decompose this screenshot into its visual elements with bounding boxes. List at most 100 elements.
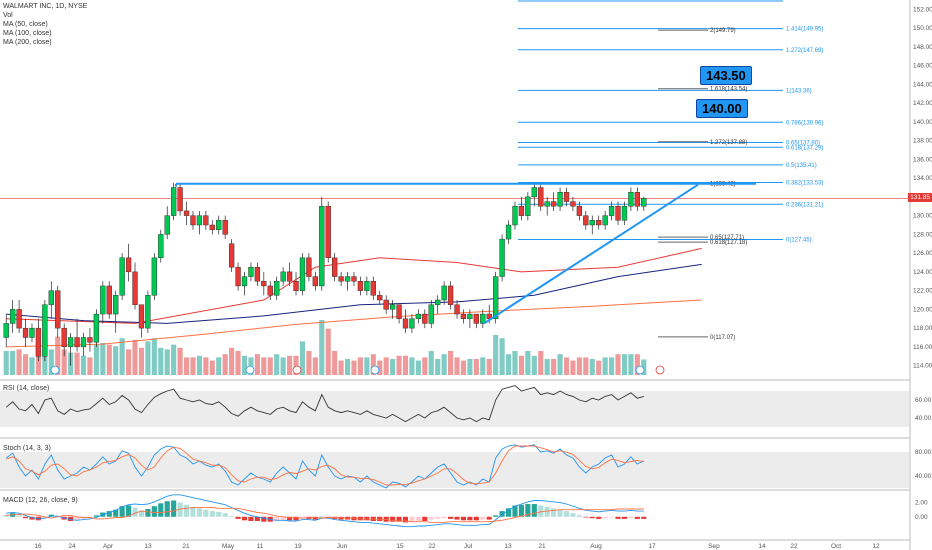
macd-histogram-bar <box>557 509 563 517</box>
price-callout-14000: 140.00 <box>696 99 748 118</box>
volume-bar <box>505 354 512 375</box>
candle-body <box>55 290 61 329</box>
volume-bar <box>132 339 138 375</box>
macd-histogram-bar <box>493 515 499 517</box>
indicator-ma50: MA (50, close) <box>3 21 48 28</box>
candle-body <box>370 281 376 296</box>
volume-bar <box>460 360 467 375</box>
time-tick: 19 <box>294 543 302 550</box>
macd-histogram-bar <box>248 516 254 522</box>
volume-bar <box>383 357 389 375</box>
candle-body <box>325 206 331 259</box>
volume-bar <box>332 351 338 375</box>
volume-bar <box>325 328 331 375</box>
fib-label-left: 0.618(127.18) <box>710 240 747 246</box>
volume-bar <box>480 357 486 375</box>
macd-histogram-bar <box>563 511 570 517</box>
time-tick: Oct <box>831 543 841 550</box>
candle-body <box>80 337 87 348</box>
volume-bar <box>10 351 16 375</box>
candle-body <box>312 276 318 287</box>
candle-body <box>100 285 106 315</box>
candle-body <box>531 187 537 198</box>
candle-body <box>596 220 602 226</box>
volume-bar <box>183 357 190 375</box>
volume-bar <box>499 338 505 375</box>
candle-body <box>505 224 512 240</box>
candle-body <box>22 327 29 338</box>
candle-body <box>467 313 473 319</box>
candle-body <box>235 266 241 287</box>
macd-histogram-bar <box>132 507 138 517</box>
volume-bar <box>538 351 544 375</box>
time-tick: 21 <box>182 543 190 550</box>
volume-bar <box>448 351 454 375</box>
price-tick: 134.00 <box>913 175 932 182</box>
current-price-tag: 131.85 <box>908 193 932 203</box>
volume-bar <box>615 354 621 375</box>
time-tick: Apr <box>103 543 114 550</box>
volume-bar <box>61 349 67 375</box>
volume-bar <box>344 359 351 375</box>
time-tick: Sep <box>708 543 720 550</box>
volume-bar <box>473 359 479 375</box>
rsi-axis-tick: 60.00 <box>915 397 932 404</box>
candle-body <box>357 281 364 291</box>
volume-bar <box>312 357 318 375</box>
time-tick: Jul <box>464 543 473 550</box>
time-tick: 24 <box>68 543 76 550</box>
volume-bar <box>583 357 589 375</box>
macd-histogram-bar <box>171 500 177 517</box>
time-tick: 13 <box>504 543 512 550</box>
fib-label-left: 2(149.79) <box>710 28 736 34</box>
volume-bar <box>93 344 99 375</box>
candle-body <box>518 206 525 216</box>
candle-body <box>351 276 357 282</box>
candle-body <box>634 191 640 207</box>
time-tick: May <box>222 543 235 550</box>
candle-body <box>447 285 454 305</box>
candle-body <box>583 215 589 226</box>
time-tick: 22 <box>790 543 798 550</box>
candle-body <box>319 206 325 287</box>
macd-histogram-bar <box>576 515 582 517</box>
macd-label: MACD (12, 26, close, 9) <box>3 497 78 504</box>
volume-bar <box>351 360 357 375</box>
macd-histogram-bar <box>467 516 473 521</box>
candle-body <box>396 304 402 319</box>
indicator-ma200: MA (200, close) <box>3 39 52 46</box>
volume-bar <box>209 360 215 375</box>
candle-body <box>274 281 280 296</box>
candle-body <box>132 271 138 305</box>
candle-body <box>306 257 312 277</box>
candle-body <box>93 313 100 343</box>
volume-bar <box>287 355 293 375</box>
macd-histogram-bar <box>113 509 119 517</box>
price-tick: 142.00 <box>913 100 932 107</box>
macd-series-1 <box>6 507 644 523</box>
macd-histogram-bar <box>151 506 157 517</box>
price-tick: 138.00 <box>913 138 932 145</box>
candle-body <box>87 337 93 343</box>
macd-histogram-bar <box>299 516 306 519</box>
candle-body <box>203 215 209 226</box>
time-tick: 14 <box>758 543 766 550</box>
trendline-support <box>483 183 699 325</box>
macd-histogram-bar <box>74 516 80 521</box>
time-tick: 17 <box>648 543 656 550</box>
candle-body <box>557 191 563 207</box>
volume-bar <box>512 351 518 375</box>
volume-bar <box>634 354 640 375</box>
volume-bar <box>158 347 164 375</box>
candle-body <box>228 243 235 268</box>
event-marker <box>655 365 665 375</box>
candle-body <box>280 271 286 282</box>
volume-bar <box>544 359 550 375</box>
candle-body <box>164 215 170 235</box>
candle-body <box>222 220 228 235</box>
time-tick: 22 <box>428 543 436 550</box>
macd-histogram-bar <box>415 516 421 522</box>
rsi-axis-tick: 40.00 <box>915 415 932 422</box>
rsi-pane: 60.00 40.00 <box>0 385 932 427</box>
